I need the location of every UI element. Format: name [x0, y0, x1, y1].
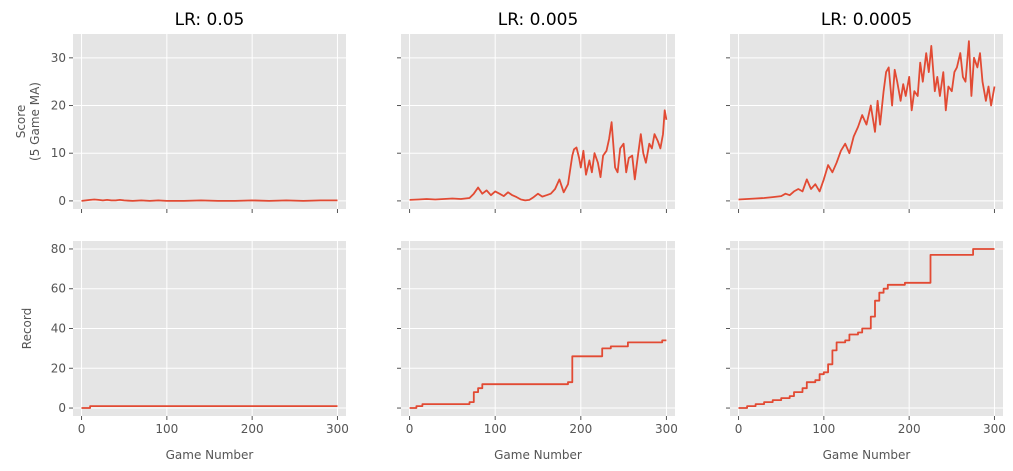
x-tick-label: 100	[484, 422, 507, 436]
y-axis-label-line: (5 Game MA)	[28, 82, 42, 161]
series-line	[409, 109, 668, 202]
y-axis-label: Score(5 Game MA)	[14, 82, 42, 161]
y-tick-label: 0	[58, 401, 66, 415]
chart-panel-3: LR: 0.0005	[726, 10, 1003, 213]
y-tick-label: 20	[51, 361, 66, 375]
series-line	[409, 339, 667, 409]
series-line	[738, 248, 995, 409]
chart-title: LR: 0.005	[498, 10, 579, 30]
chart-panel-6: 0 100 200 300 Game Number	[726, 241, 1006, 462]
plot-area	[401, 34, 675, 209]
y-axis-label-line: Record	[20, 308, 34, 349]
x-tick-label: 200	[898, 422, 921, 436]
y-tick-label: 20	[51, 99, 66, 113]
y-tick-label: 10	[51, 146, 66, 160]
x-tick-label: 0	[735, 422, 743, 436]
x-tick-label: 300	[655, 422, 678, 436]
x-axis-label: Game Number	[823, 448, 911, 462]
y-tick-label: 60	[51, 282, 66, 296]
y-tick-label: 0	[58, 194, 66, 208]
x-tick-label: 0	[78, 422, 86, 436]
x-tick-label: 200	[569, 422, 592, 436]
y-axis-label-line: Score	[14, 105, 28, 139]
x-tick-label: 300	[983, 422, 1006, 436]
chart-title: LR: 0.05	[175, 10, 245, 30]
series-line	[81, 198, 338, 202]
x-tick-label: 300	[326, 422, 349, 436]
x-tick-label: 100	[812, 422, 835, 436]
x-tick-label: 100	[155, 422, 178, 436]
y-tick-label: 40	[51, 322, 66, 336]
chart-panel-5: 0 100 200 300 Game Number	[397, 241, 678, 462]
x-axis-label: Game Number	[166, 448, 254, 462]
plot-area	[73, 34, 346, 209]
series-line	[738, 40, 996, 201]
x-axis-label: Game Number	[494, 448, 582, 462]
y-tick-label: 80	[51, 242, 66, 256]
chart-panel-1: 0 10 20 30 LR: 0.05 Score(5 Game MA)	[14, 10, 346, 213]
chart-panel-2: LR: 0.005	[397, 10, 675, 213]
chart-panel-4: 0 100 200 300 0 20 40 60 80 Game Number Record	[20, 241, 349, 462]
chart-title: LR: 0.0005	[821, 10, 912, 30]
x-tick-label: 200	[241, 422, 264, 436]
series-line	[81, 405, 338, 409]
y-tick-label: 30	[51, 51, 66, 65]
y-axis-label: Record	[20, 308, 34, 349]
x-tick-label: 0	[406, 422, 414, 436]
